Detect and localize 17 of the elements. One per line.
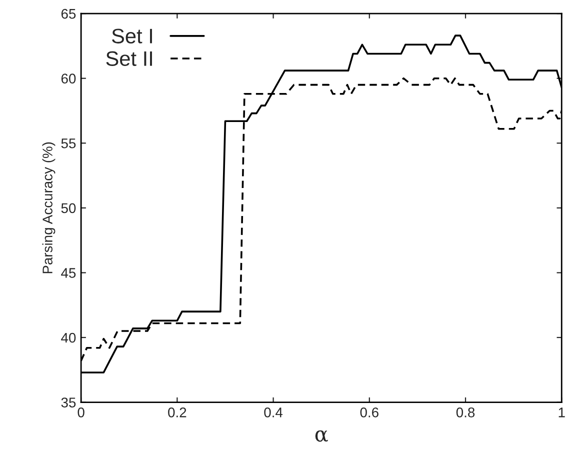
y-tick-label: 35 bbox=[61, 398, 76, 408]
x-tick-label: 0.8 bbox=[456, 408, 475, 418]
legend-label: Set II bbox=[106, 51, 152, 66]
x-tick-label: 0.2 bbox=[168, 408, 186, 418]
x-tick-label: 0.6 bbox=[360, 408, 378, 418]
y-tick-label: 60 bbox=[61, 74, 76, 84]
y-tick-label: 45 bbox=[61, 268, 76, 278]
y-axis-title: Parsing Accuracy (%) bbox=[42, 142, 56, 274]
x-tick-label: 0.4 bbox=[264, 408, 283, 418]
y-tick-label: 65 bbox=[61, 8, 76, 19]
x-axis-title: α bbox=[315, 430, 328, 442]
legend-label: Set I bbox=[112, 28, 152, 44]
y-tick-label: 55 bbox=[61, 138, 76, 148]
x-tick-label: 0 bbox=[78, 408, 84, 418]
y-tick-label: 50 bbox=[61, 203, 76, 214]
y-tick-label: 40 bbox=[61, 332, 76, 343]
x-tick-label: 1 bbox=[558, 408, 565, 418]
